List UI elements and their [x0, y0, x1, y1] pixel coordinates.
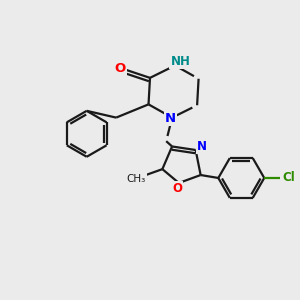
Text: O: O — [172, 182, 182, 195]
Text: Cl: Cl — [282, 171, 295, 184]
Text: NH: NH — [170, 56, 190, 68]
Text: N: N — [165, 112, 176, 125]
Text: CH₃: CH₃ — [127, 174, 146, 184]
Text: O: O — [114, 62, 126, 75]
Text: N: N — [197, 140, 207, 153]
